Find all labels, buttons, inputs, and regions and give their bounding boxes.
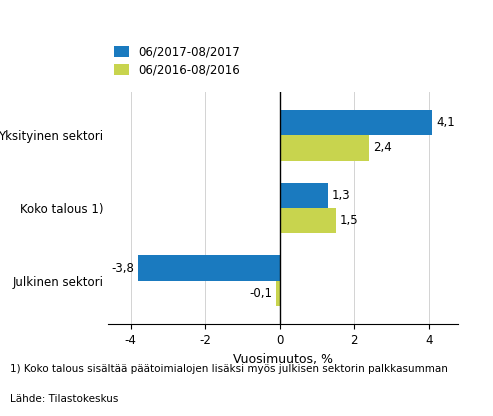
Bar	[280, 110, 432, 135]
X-axis label: Vuosimuutos, %: Vuosimuutos, %	[234, 353, 333, 366]
Text: 1,3: 1,3	[332, 189, 351, 202]
Bar	[138, 255, 280, 281]
Legend: 06/2017-08/2017, 06/2016-08/2016: 06/2017-08/2017, 06/2016-08/2016	[114, 46, 240, 76]
Bar	[280, 208, 336, 233]
Bar	[280, 183, 328, 208]
Text: 1,5: 1,5	[339, 214, 358, 227]
Text: 2,4: 2,4	[373, 141, 391, 154]
Text: 4,1: 4,1	[436, 116, 455, 129]
Bar	[276, 281, 280, 306]
Text: 1) Koko talous sisältää päätoimialojen lisäksi myös julkisen sektorin palkkasumm: 1) Koko talous sisältää päätoimialojen l…	[10, 364, 448, 374]
Bar	[280, 135, 369, 161]
Text: -3,8: -3,8	[111, 262, 135, 275]
Text: -0,1: -0,1	[249, 287, 272, 300]
Text: Lähde: Tilastokeskus: Lähde: Tilastokeskus	[10, 394, 118, 404]
